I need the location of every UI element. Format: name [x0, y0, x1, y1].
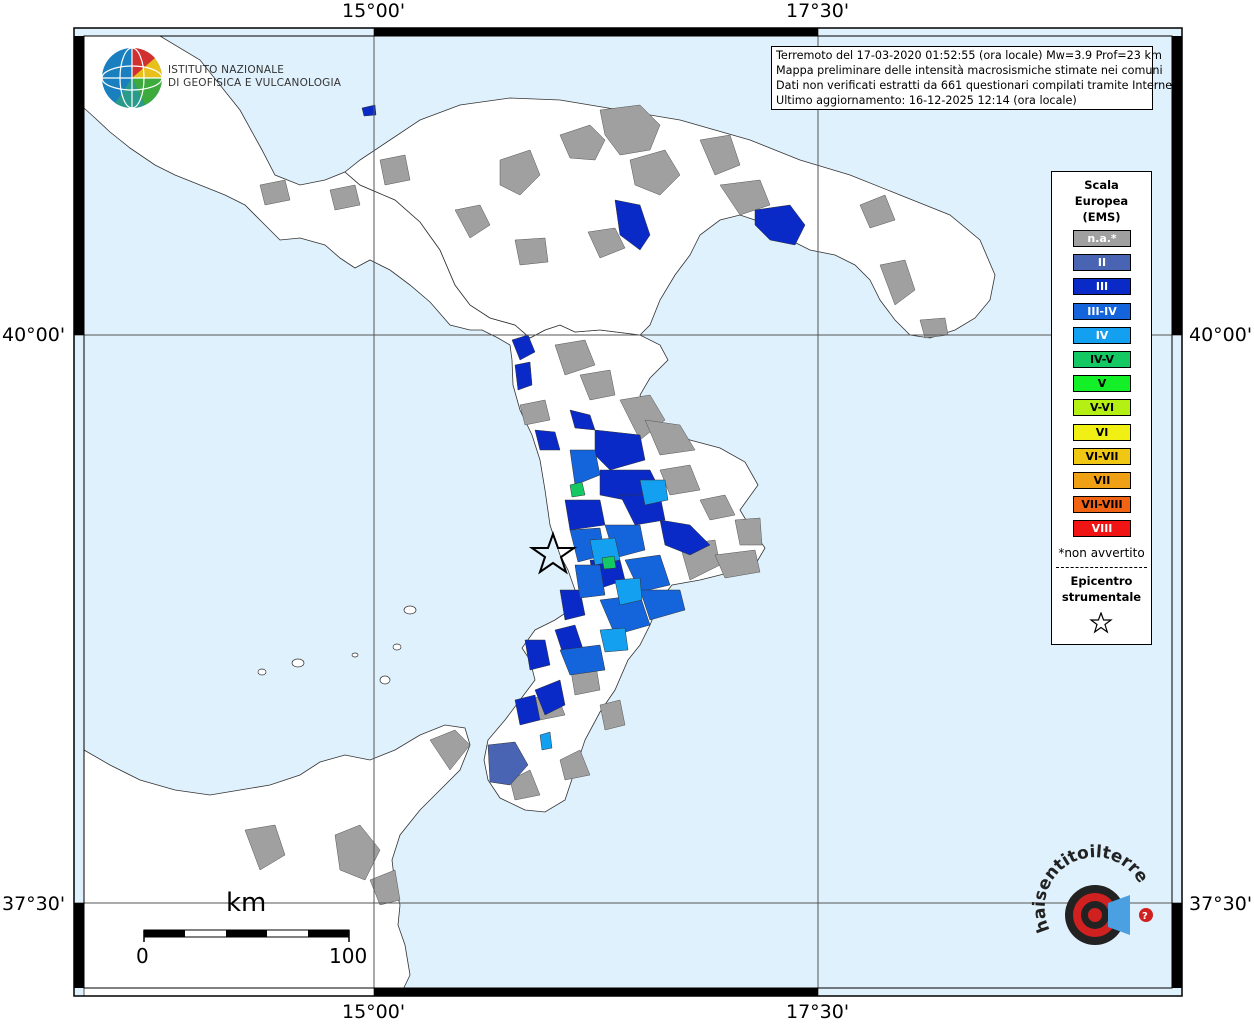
municipalities-ii [487, 741, 529, 786]
svg-text:?: ? [1142, 911, 1148, 922]
scale-min: 0 [136, 944, 149, 968]
island [379, 675, 391, 685]
coord-right-4000: 40°00' [1189, 324, 1253, 346]
scale-max: 100 [329, 944, 368, 968]
ingv-logo-text: ISTITUTO NAZIONALE DI GEOFISICA E VULCAN… [168, 64, 341, 90]
island [392, 643, 402, 651]
info-line-4: Ultimo aggiornamento: 16-12-2025 12:14 (… [776, 94, 1077, 107]
legend-item-viii: VIII [1073, 520, 1131, 538]
coord-top-1500: 15°00' [342, 0, 406, 22]
logo-line-2: DI GEOFISICA E VULCANOLOGIA [168, 77, 342, 89]
frame-ticks [74, 28, 1182, 996]
info-line-2: Mappa preliminare delle intensità macros… [776, 64, 1163, 77]
scale-bar [143, 929, 350, 942]
event-info-box: Terremoto del 17-03-2020 01:52:55 (ora l… [771, 46, 1181, 110]
coord-right-3730: 37°30' [1189, 893, 1253, 915]
coord-bottom-1500: 15°00' [342, 1001, 406, 1023]
coord-left-3730: 37°30' [2, 893, 66, 915]
logo-line-1: ISTITUTO NAZIONALE [168, 64, 285, 76]
legend-item-vii-viii: VII-VIII [1073, 496, 1131, 514]
legend-title: Scala Europea (EMS) [1052, 177, 1151, 225]
ems-legend: Scala Europea (EMS) n.a.* II III III-IV IV IV… [1051, 171, 1152, 645]
legend-item-v: V [1073, 375, 1131, 393]
legend-item-iii: III [1073, 278, 1131, 296]
graticule [74, 28, 1182, 996]
legend-title-2: Europea [1074, 194, 1129, 208]
coord-top-1730: 17°30' [786, 0, 850, 22]
legend-epicentro: Epicentro strumentale [1052, 573, 1151, 605]
legend-separator [1056, 567, 1147, 568]
scale-unit: km [226, 888, 267, 918]
legend-item-vii: VII [1073, 472, 1131, 489]
info-line-1: Terremoto del 17-03-2020 01:52:55 (ora l… [776, 49, 1162, 62]
legend-item-iii-iv: III-IV [1073, 302, 1131, 320]
legend-item-vi: VI [1073, 423, 1131, 441]
coord-bottom-1730: 17°30' [786, 1001, 850, 1023]
municipalities-na [244, 104, 949, 906]
legend-item-ii: II [1073, 254, 1131, 272]
legend-title-1: Scala [1084, 178, 1119, 192]
island [291, 658, 305, 668]
island [403, 605, 417, 615]
legend-item-iv-v: IV-V [1073, 351, 1131, 368]
island [257, 668, 267, 676]
municipalities-iv [539, 479, 669, 751]
epicenter-star[interactable] [528, 531, 578, 575]
legend-item-v-vi: V-VI [1073, 399, 1131, 417]
ingv-logo-icon [101, 47, 163, 109]
legend-epicentro-2: strumentale [1061, 590, 1142, 604]
legend-item-vi-vii: VI-VII [1073, 447, 1131, 465]
legend-epicentro-1: Epicentro [1070, 574, 1133, 588]
legend-title-3: (EMS) [1082, 210, 1121, 224]
info-line-3: Dati non verificati estratti da 661 ques… [776, 79, 1181, 92]
coord-left-4000: 40°00' [2, 324, 66, 346]
legend-star-icon [1089, 612, 1113, 634]
municipalities-iv-v [569, 481, 617, 570]
legend-item-n-a: n.a.* [1073, 230, 1131, 247]
legend-note: *non avvertito [1058, 546, 1145, 560]
island [351, 652, 359, 658]
legend-item-iv: IV [1073, 326, 1131, 344]
